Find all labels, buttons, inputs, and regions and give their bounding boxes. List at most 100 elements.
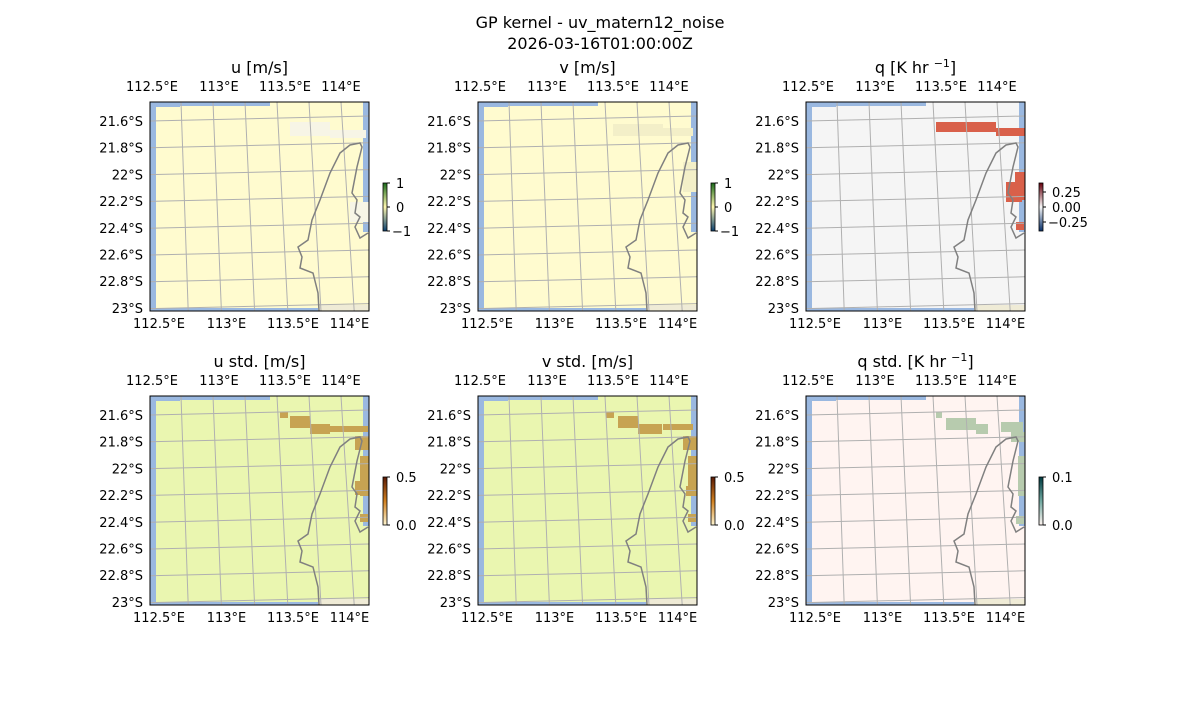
field-anomaly-cell (618, 416, 638, 428)
lat-tick-label: 22.6°S (755, 543, 799, 558)
longitude-gridline (868, 101, 878, 312)
lon-tick-label-top: 114°E (321, 80, 361, 95)
lat-tick-label: 22°S (768, 168, 799, 183)
panel-title-text: q std. [K hr (857, 352, 951, 371)
colorbar-tick-label: 0.0 (724, 519, 745, 534)
longitude-gridline (964, 101, 978, 312)
panel-title-text: v [m/s] (559, 58, 615, 77)
latitude-gridline (477, 597, 698, 604)
lon-tick-label-bottom: 113.5°E (595, 317, 647, 332)
ocean-area (156, 602, 318, 605)
lat-tick-label: 22.8°S (427, 275, 471, 290)
lon-tick-label-top: 112.5°E (782, 80, 834, 95)
field-anomaly-cell (330, 426, 368, 432)
longitude-gridline (244, 395, 256, 606)
latitude-gridline (477, 543, 698, 550)
lon-tick-label-bottom: 113°E (863, 317, 903, 332)
axes-frame (477, 101, 698, 312)
lat-tick-label: 21.8°S (427, 142, 471, 157)
lon-tick-label-top: 114°E (321, 374, 361, 389)
longitude-gridline (932, 395, 945, 606)
longitude-gridline (900, 395, 912, 606)
axes-frame (149, 395, 370, 606)
field-anomaly-cell (360, 456, 369, 496)
field-anomaly-cell (688, 456, 697, 496)
ocean-area (363, 102, 369, 232)
lat-tick-label: 21.8°S (99, 142, 143, 157)
longitude-gridline (340, 395, 355, 606)
lat-tick-label: 22.6°S (427, 543, 471, 558)
lat-tick-label: 21.8°S (755, 436, 799, 451)
field-anomaly-cell (638, 424, 662, 434)
lon-tick-label-top: 114°E (977, 374, 1017, 389)
lat-tick-label: 22.6°S (99, 543, 143, 558)
latitude-gridline (149, 276, 370, 283)
longitude-gridline (900, 101, 912, 312)
latitude-gridline (477, 276, 698, 283)
ocean-area (484, 308, 646, 311)
latitude-gridline (149, 436, 370, 443)
lat-tick-label: 22.2°S (427, 489, 471, 504)
longitude-gridline (508, 101, 517, 312)
longitude-gridline (212, 395, 222, 606)
latitude-gridline (477, 463, 698, 470)
latitude-gridline (805, 142, 1026, 149)
map-panel: u [m/s]112.5°E112.5°E113°E113°E113.5°E11… (99, 58, 411, 332)
field-anomaly-cell (663, 128, 693, 136)
longitude-gridline (932, 101, 945, 312)
map-panel: v [m/s]112.5°E112.5°E113°E113°E113.5°E11… (427, 58, 739, 332)
colorbar: 0.250.00−0.25 (1038, 182, 1088, 232)
colorbar-gradient (1038, 476, 1044, 526)
ocean-area (1019, 102, 1025, 232)
panel-title: v [m/s] (559, 58, 615, 77)
lat-tick-label: 21.8°S (755, 142, 799, 157)
lon-tick-label-bottom: 112.5°E (461, 317, 513, 332)
panel-title-text: u [m/s] (231, 58, 288, 77)
lat-tick-label: 22.6°S (99, 249, 143, 264)
lat-tick-label: 22.4°S (755, 222, 799, 237)
lon-tick-label-top: 113.5°E (587, 374, 639, 389)
map-panel: q [K hr −1] 112.5°E 112.5°E 113°E 113°E 113.5… (755, 57, 1088, 332)
panel-title: u std. [m/s] (214, 352, 306, 371)
latitude-gridline (805, 516, 1026, 523)
latitude-gridline (805, 195, 1026, 202)
longitude-gridline (996, 101, 1011, 312)
field-anomaly-cell (360, 514, 368, 522)
lat-tick-label: 23°S (768, 302, 799, 317)
longitude-gridline (996, 395, 1011, 606)
colorbar-gradient (382, 182, 388, 232)
land-area (319, 599, 369, 605)
map-panel: q std. [K hr −1] 112.5°E 112.5°E 113°E 113°E… (755, 351, 1072, 626)
latitude-gridline (805, 409, 1026, 416)
longitude-gridline (604, 395, 617, 606)
field-anomaly-cell (976, 424, 988, 434)
latitude-gridline (477, 169, 698, 176)
field-anomaly-cell (290, 416, 310, 428)
lon-tick-label-bottom: 113.5°E (923, 611, 975, 626)
lat-tick-label: 22.8°S (99, 569, 143, 584)
lat-tick-label: 22.6°S (755, 249, 799, 264)
latitude-gridline (477, 142, 698, 149)
latitude-gridline (149, 463, 370, 470)
latitude-gridline (805, 169, 1026, 176)
longitude-gridline (668, 395, 683, 606)
latitude-gridline (149, 543, 370, 550)
longitude-gridline (836, 395, 845, 606)
field-anomaly-cell (936, 412, 942, 418)
colorbar-tick-label: 0.0 (396, 519, 417, 534)
lat-tick-label: 21.6°S (755, 115, 799, 130)
longitude-gridline (308, 395, 322, 606)
lat-tick-label: 22°S (112, 462, 143, 477)
latitude-gridline (477, 195, 698, 202)
latitude-gridline (805, 543, 1026, 550)
latitude-gridline (477, 249, 698, 256)
latitude-gridline (477, 115, 698, 122)
ocean-area (812, 602, 974, 605)
latitude-gridline (149, 570, 370, 577)
lon-tick-label-top: 112.5°E (454, 80, 506, 95)
lon-tick-label-bottom: 113°E (207, 317, 247, 332)
colorbar-tick-label: 0.25 (1052, 186, 1081, 201)
latitude-gridline (805, 222, 1026, 229)
latitude-gridline (149, 195, 370, 202)
lon-tick-label-top: 112.5°E (782, 374, 834, 389)
